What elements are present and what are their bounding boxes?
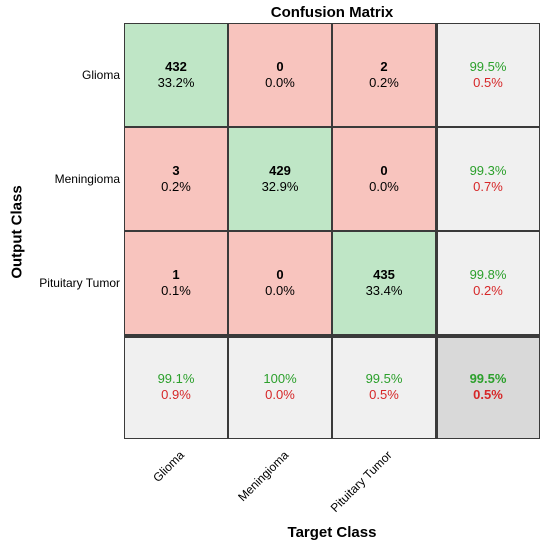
cell-count: 0 [276, 267, 284, 282]
recall-value: 99.1% [157, 371, 195, 386]
cell-count: 3 [172, 163, 180, 178]
y-tick-label: Glioma [81, 68, 120, 82]
cell-percent: 32.9% [261, 179, 299, 194]
matrix-cell: 0 0.0% [332, 127, 436, 231]
false-discovery-value: 0.5% [473, 75, 503, 90]
false-negative-value: 0.5% [369, 387, 399, 402]
cell-percent: 0.0% [265, 283, 295, 298]
overall-error-value: 0.5% [473, 387, 503, 402]
precision-value: 99.8% [469, 267, 507, 282]
cell-count: 429 [269, 163, 291, 178]
summary-column-separator [435, 23, 438, 439]
matrix-cell: 3 0.2% [124, 127, 228, 231]
x-tick-label: Pituitary Tumor [327, 448, 395, 516]
false-discovery-value: 0.7% [473, 179, 503, 194]
recall-value: 100% [263, 371, 297, 386]
matrix-cell: 0 0.0% [228, 23, 332, 127]
column-summary-cell: 99.5% 0.5% [332, 335, 436, 439]
overall-accuracy-value: 99.5% [469, 371, 507, 386]
row-summary-cell: 99.5% 0.5% [436, 23, 540, 127]
cell-percent: 0.0% [265, 75, 295, 90]
matrix-cell: 432 33.2% [124, 23, 228, 127]
cell-count: 432 [165, 59, 187, 74]
cell-percent: 0.1% [161, 283, 191, 298]
cell-percent: 33.4% [365, 283, 403, 298]
overall-accuracy-cell: 99.5% 0.5% [436, 335, 540, 439]
cell-percent: 0.0% [369, 179, 399, 194]
y-tick-label: Pituitary Tumor [39, 276, 120, 290]
precision-value: 99.5% [469, 59, 507, 74]
y-axis-label: Output Class [8, 185, 26, 279]
recall-value: 99.5% [365, 371, 403, 386]
x-axis-label: Target Class [287, 524, 377, 541]
false-negative-value: 0.0% [265, 387, 295, 402]
precision-value: 99.3% [469, 163, 507, 178]
cell-count: 1 [172, 267, 180, 282]
cell-percent: 33.2% [157, 75, 195, 90]
column-summary-cell: 100% 0.0% [228, 335, 332, 439]
chart-title: Confusion Matrix [270, 4, 394, 21]
matrix-cell: 1 0.1% [124, 231, 228, 335]
cell-count: 435 [373, 267, 395, 282]
x-tick-label: Glioma [150, 448, 187, 485]
matrix-cell: 0 0.0% [228, 231, 332, 335]
cell-percent: 0.2% [369, 75, 399, 90]
row-summary-cell: 99.8% 0.2% [436, 231, 540, 335]
row-summary-cell: 99.3% 0.7% [436, 127, 540, 231]
column-summary-cell: 99.1% 0.9% [124, 335, 228, 439]
cell-count: 0 [276, 59, 284, 74]
matrix-cell: 2 0.2% [332, 23, 436, 127]
matrix-cell: 429 32.9% [228, 127, 332, 231]
x-tick-label: Meningioma [235, 448, 292, 505]
matrix-cell: 435 33.4% [332, 231, 436, 335]
y-tick-label: Meningioma [54, 172, 120, 186]
cell-count: 0 [380, 163, 388, 178]
confusion-matrix-grid: 432 33.2% 0 0.0% 2 0.2% 99.5% 0.5% 3 0.2% 429 32.9%… [124, 23, 540, 439]
false-negative-value: 0.9% [161, 387, 191, 402]
false-discovery-value: 0.2% [473, 283, 503, 298]
cell-percent: 0.2% [161, 179, 191, 194]
cell-count: 2 [380, 59, 388, 74]
summary-row-separator [124, 335, 540, 338]
